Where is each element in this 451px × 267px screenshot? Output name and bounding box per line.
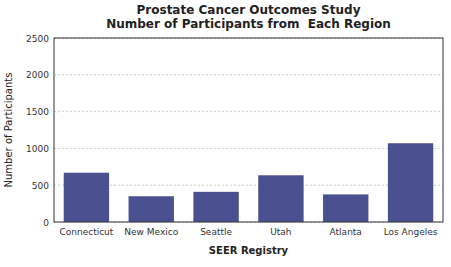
x-tick-label: Seattle <box>200 227 232 237</box>
bars <box>64 143 434 222</box>
bar <box>64 173 109 222</box>
bar <box>323 194 368 222</box>
x-tick-label: Atlanta <box>330 227 362 237</box>
x-tick-label: Connecticut <box>59 227 113 237</box>
y-tick-label: 1000 <box>26 144 49 154</box>
y-tick-label: 500 <box>32 181 49 191</box>
bar <box>129 196 174 222</box>
x-tick-label: New Mexico <box>124 227 178 237</box>
grid-line <box>54 111 443 112</box>
title-line: Number of Participants from Each Region <box>106 17 391 31</box>
grid-line <box>54 74 443 75</box>
y-tick-label: 1500 <box>26 107 49 117</box>
grid <box>54 38 443 222</box>
x-axis-label: SEER Registry <box>209 245 289 256</box>
x-tick-label: Los Angeles <box>384 227 438 237</box>
bar <box>388 143 433 222</box>
grid-line <box>54 185 443 186</box>
bar <box>258 175 303 222</box>
grid-line <box>54 148 443 149</box>
y-tick-label: 2500 <box>26 34 49 44</box>
y-tick-label: 0 <box>43 218 49 228</box>
title-line: Prostate Cancer Outcomes Study <box>137 3 361 17</box>
chart-svg: Prostate Cancer Outcomes StudyNumber of … <box>0 0 451 267</box>
plot-frame <box>54 38 443 222</box>
bar <box>193 192 238 222</box>
y-tick-label: 2000 <box>26 70 49 80</box>
x-tick-label: Utah <box>270 227 291 237</box>
y-axis-label: Number of Participants <box>3 73 14 188</box>
chart-container: Prostate Cancer Outcomes StudyNumber of … <box>0 0 451 267</box>
title: Prostate Cancer Outcomes StudyNumber of … <box>106 3 391 31</box>
